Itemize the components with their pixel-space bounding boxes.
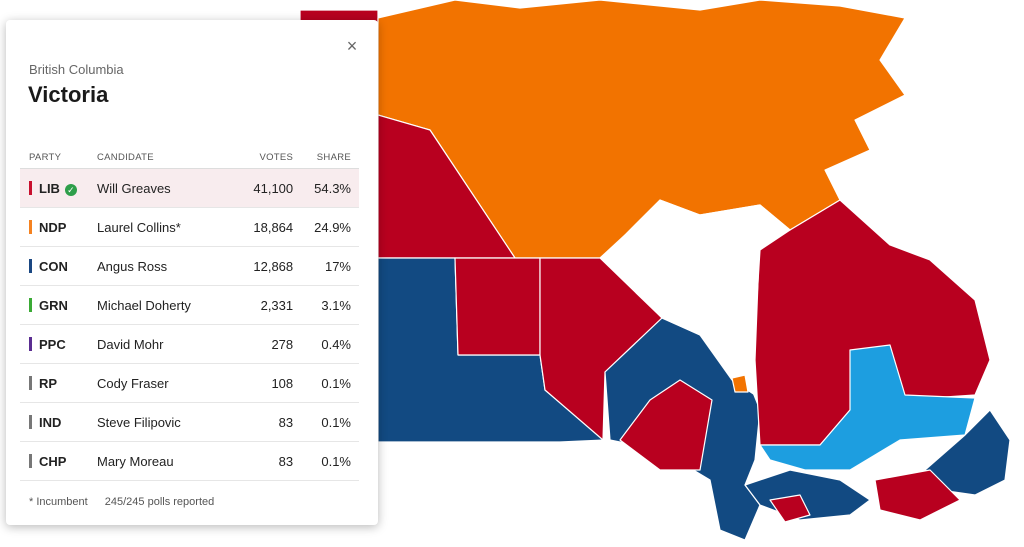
share-cell: 0.4%: [293, 324, 359, 364]
party-color-bar: [29, 414, 32, 429]
votes-cell: 83: [234, 441, 294, 481]
candidate-name: Mary Moreau: [97, 441, 235, 481]
map-region-north-ontario[interactable]: [539, 257, 663, 441]
party-color-bar: [29, 297, 32, 312]
party-abbreviation: IND: [39, 414, 62, 430]
results-footer: * Incumbent 245/245 polls reported: [29, 496, 214, 508]
candidate-row: NDP Laurel Collins* 18,864 24.9%: [20, 207, 359, 247]
party-abbreviation: CON: [39, 258, 68, 274]
party-abbreviation: LIB: [39, 180, 60, 196]
candidate-name: Laurel Collins*: [97, 207, 235, 247]
candidate-name: Will Greaves: [97, 168, 235, 208]
candidate-name: David Mohr: [97, 324, 235, 364]
candidate-row: CON Angus Ross 12,868 17%: [20, 246, 359, 286]
party-cell: CON: [20, 246, 97, 286]
share-cell: 24.9%: [293, 207, 359, 247]
party-cell: NDP: [20, 207, 97, 247]
polls-reported: 245/245 polls reported: [104, 496, 215, 508]
votes-cell: 41,100: [234, 168, 294, 208]
party-abbreviation: CHP: [39, 453, 67, 469]
close-icon[interactable]: ×: [346, 36, 358, 56]
header-votes: VOTES: [234, 146, 294, 169]
party-cell: LIB ✓: [20, 168, 97, 208]
map-region-bloc[interactable]: [759, 344, 976, 471]
party-abbreviation: PPC: [39, 336, 66, 352]
header-candidate: CANDIDATE: [97, 146, 235, 169]
party-abbreviation: RP: [39, 375, 58, 391]
share-cell: 17%: [293, 246, 359, 286]
map-region-manitoba[interactable]: [454, 257, 541, 356]
party-cell: CHP: [20, 441, 97, 481]
party-abbreviation: GRN: [39, 297, 68, 313]
party-color-bar: [29, 375, 32, 390]
candidate-name: Michael Doherty: [97, 285, 235, 325]
party-abbreviation: NDP: [39, 219, 67, 235]
share-cell: 0.1%: [293, 402, 359, 442]
results-header-row: PARTY CANDIDATE VOTES SHARE: [20, 146, 359, 169]
riding-title: Victoria: [28, 82, 109, 107]
party-color-bar: [29, 219, 32, 234]
share-cell: 0.1%: [293, 441, 359, 481]
header-party: PARTY: [20, 146, 97, 169]
party-cell: IND: [20, 402, 97, 442]
candidate-row: IND Steve Filipovic 83 0.1%: [20, 402, 359, 442]
votes-cell: 83: [234, 402, 294, 442]
share-cell: 3.1%: [293, 285, 359, 325]
votes-cell: 12,868: [234, 246, 294, 286]
share-cell: 54.3%: [293, 168, 359, 208]
candidate-row: RP Cody Fraser 108 0.1%: [20, 363, 359, 403]
incumbent-note: * Incumbent: [29, 496, 88, 508]
party-color-bar: [29, 258, 32, 273]
party-color-bar: [29, 453, 32, 468]
results-table: PARTY CANDIDATE VOTES SHARE LIB ✓ Will Gre…: [20, 146, 359, 481]
winner-check-icon: ✓: [64, 183, 77, 196]
candidate-row: PPC David Mohr 278 0.4%: [20, 324, 359, 364]
candidate-name: Cody Fraser: [97, 363, 235, 403]
province-label: British Columbia: [29, 62, 124, 77]
candidate-row: CHP Mary Moreau 83 0.1%: [20, 441, 359, 481]
party-color-bar: [29, 180, 32, 195]
candidate-name: Angus Ross: [97, 246, 235, 286]
votes-cell: 108: [234, 363, 294, 403]
votes-cell: 278: [234, 324, 294, 364]
candidate-name: Steve Filipovic: [97, 402, 235, 442]
share-cell: 0.1%: [293, 363, 359, 403]
votes-cell: 2,331: [234, 285, 294, 325]
candidate-row: LIB ✓ Will Greaves 41,100 54.3%: [20, 168, 359, 208]
party-cell: RP: [20, 363, 97, 403]
riding-results-panel: × British Columbia Victoria PARTY CANDID…: [6, 20, 378, 525]
candidate-row: GRN Michael Doherty 2,331 3.1%: [20, 285, 359, 325]
header-share: SHARE: [293, 146, 359, 169]
party-color-bar: [29, 336, 32, 351]
votes-cell: 18,864: [234, 207, 294, 247]
party-cell: GRN: [20, 285, 97, 325]
party-cell: PPC: [20, 324, 97, 364]
